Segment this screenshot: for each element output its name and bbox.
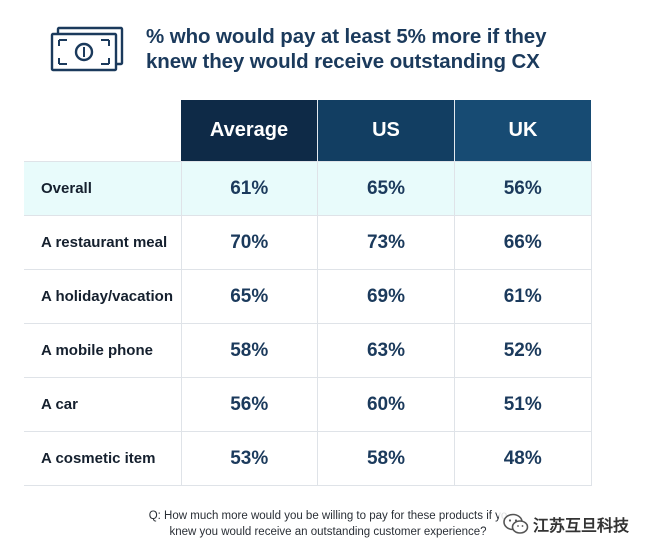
row-label: Overall: [24, 161, 182, 216]
watermark: 江苏互旦科技: [499, 511, 634, 537]
value-cell-uk: 66%: [454, 215, 592, 270]
value-cell-us: 63%: [317, 323, 455, 378]
value-cell-average: 61%: [181, 161, 318, 216]
wechat-icon: [503, 513, 529, 534]
table-row: A restaurant meal 70% 73% 66%: [24, 215, 592, 270]
value-cell-uk: 56%: [454, 161, 592, 216]
value-cell-average: 56%: [181, 377, 318, 432]
row-label: A holiday/vacation: [24, 269, 182, 324]
value-cell-average: 65%: [181, 269, 318, 324]
value-cell-us: 58%: [317, 431, 455, 486]
watermark-text: 江苏互旦科技: [533, 518, 630, 535]
table-row: A car 56% 60% 51%: [24, 377, 592, 432]
value-cell-us: 60%: [317, 377, 455, 432]
footnote-line-1: Q: How much more would you be willing to…: [148, 510, 508, 522]
chart-title-line-2: knew they would receive outstanding CX: [146, 50, 540, 73]
table-row: A cosmetic item 53% 58% 48%: [24, 431, 592, 486]
column-header-uk: UK: [454, 100, 591, 162]
chart-title: % who would pay at least 5% more if they…: [146, 24, 616, 74]
value-cell-uk: 51%: [454, 377, 592, 432]
table-row: Overall 61% 65% 56%: [24, 161, 592, 216]
cx-table: Average US UK Overall 61% 65% 56% A restaura…: [24, 100, 592, 486]
row-label: A car: [24, 377, 182, 432]
value-cell-uk: 61%: [454, 269, 592, 324]
money-bill-icon: [50, 26, 124, 72]
table-body: Overall 61% 65% 56% A restaurant meal 70% 73% 6…: [24, 161, 592, 486]
row-label: A mobile phone: [24, 323, 182, 378]
value-cell-average: 58%: [181, 323, 318, 378]
chart-header: % who would pay at least 5% more if they…: [0, 0, 646, 95]
column-header-us: US: [317, 100, 455, 162]
value-cell-average: 70%: [181, 215, 318, 270]
table-row: A holiday/vacation 65% 69% 61%: [24, 269, 592, 324]
table-header-row: Average US UK: [24, 100, 591, 162]
row-label: A cosmetic item: [24, 431, 182, 486]
value-cell-us: 73%: [317, 215, 455, 270]
chart-title-line-1: % who would pay at least 5% more if they: [146, 25, 547, 48]
footnote-line-2: knew you would receive an outstanding cu…: [169, 526, 487, 538]
value-cell-uk: 52%: [454, 323, 592, 378]
value-cell-us: 69%: [317, 269, 455, 324]
value-cell-us: 65%: [317, 161, 455, 216]
value-cell-uk: 48%: [454, 431, 592, 486]
survey-question-footnote: Q: How much more would you be willing to…: [118, 508, 538, 540]
value-cell-average: 53%: [181, 431, 318, 486]
column-header-average: Average: [181, 100, 318, 162]
row-label: A restaurant meal: [24, 215, 182, 270]
table-corner-cell: [24, 100, 181, 162]
table-row: A mobile phone 58% 63% 52%: [24, 323, 592, 378]
